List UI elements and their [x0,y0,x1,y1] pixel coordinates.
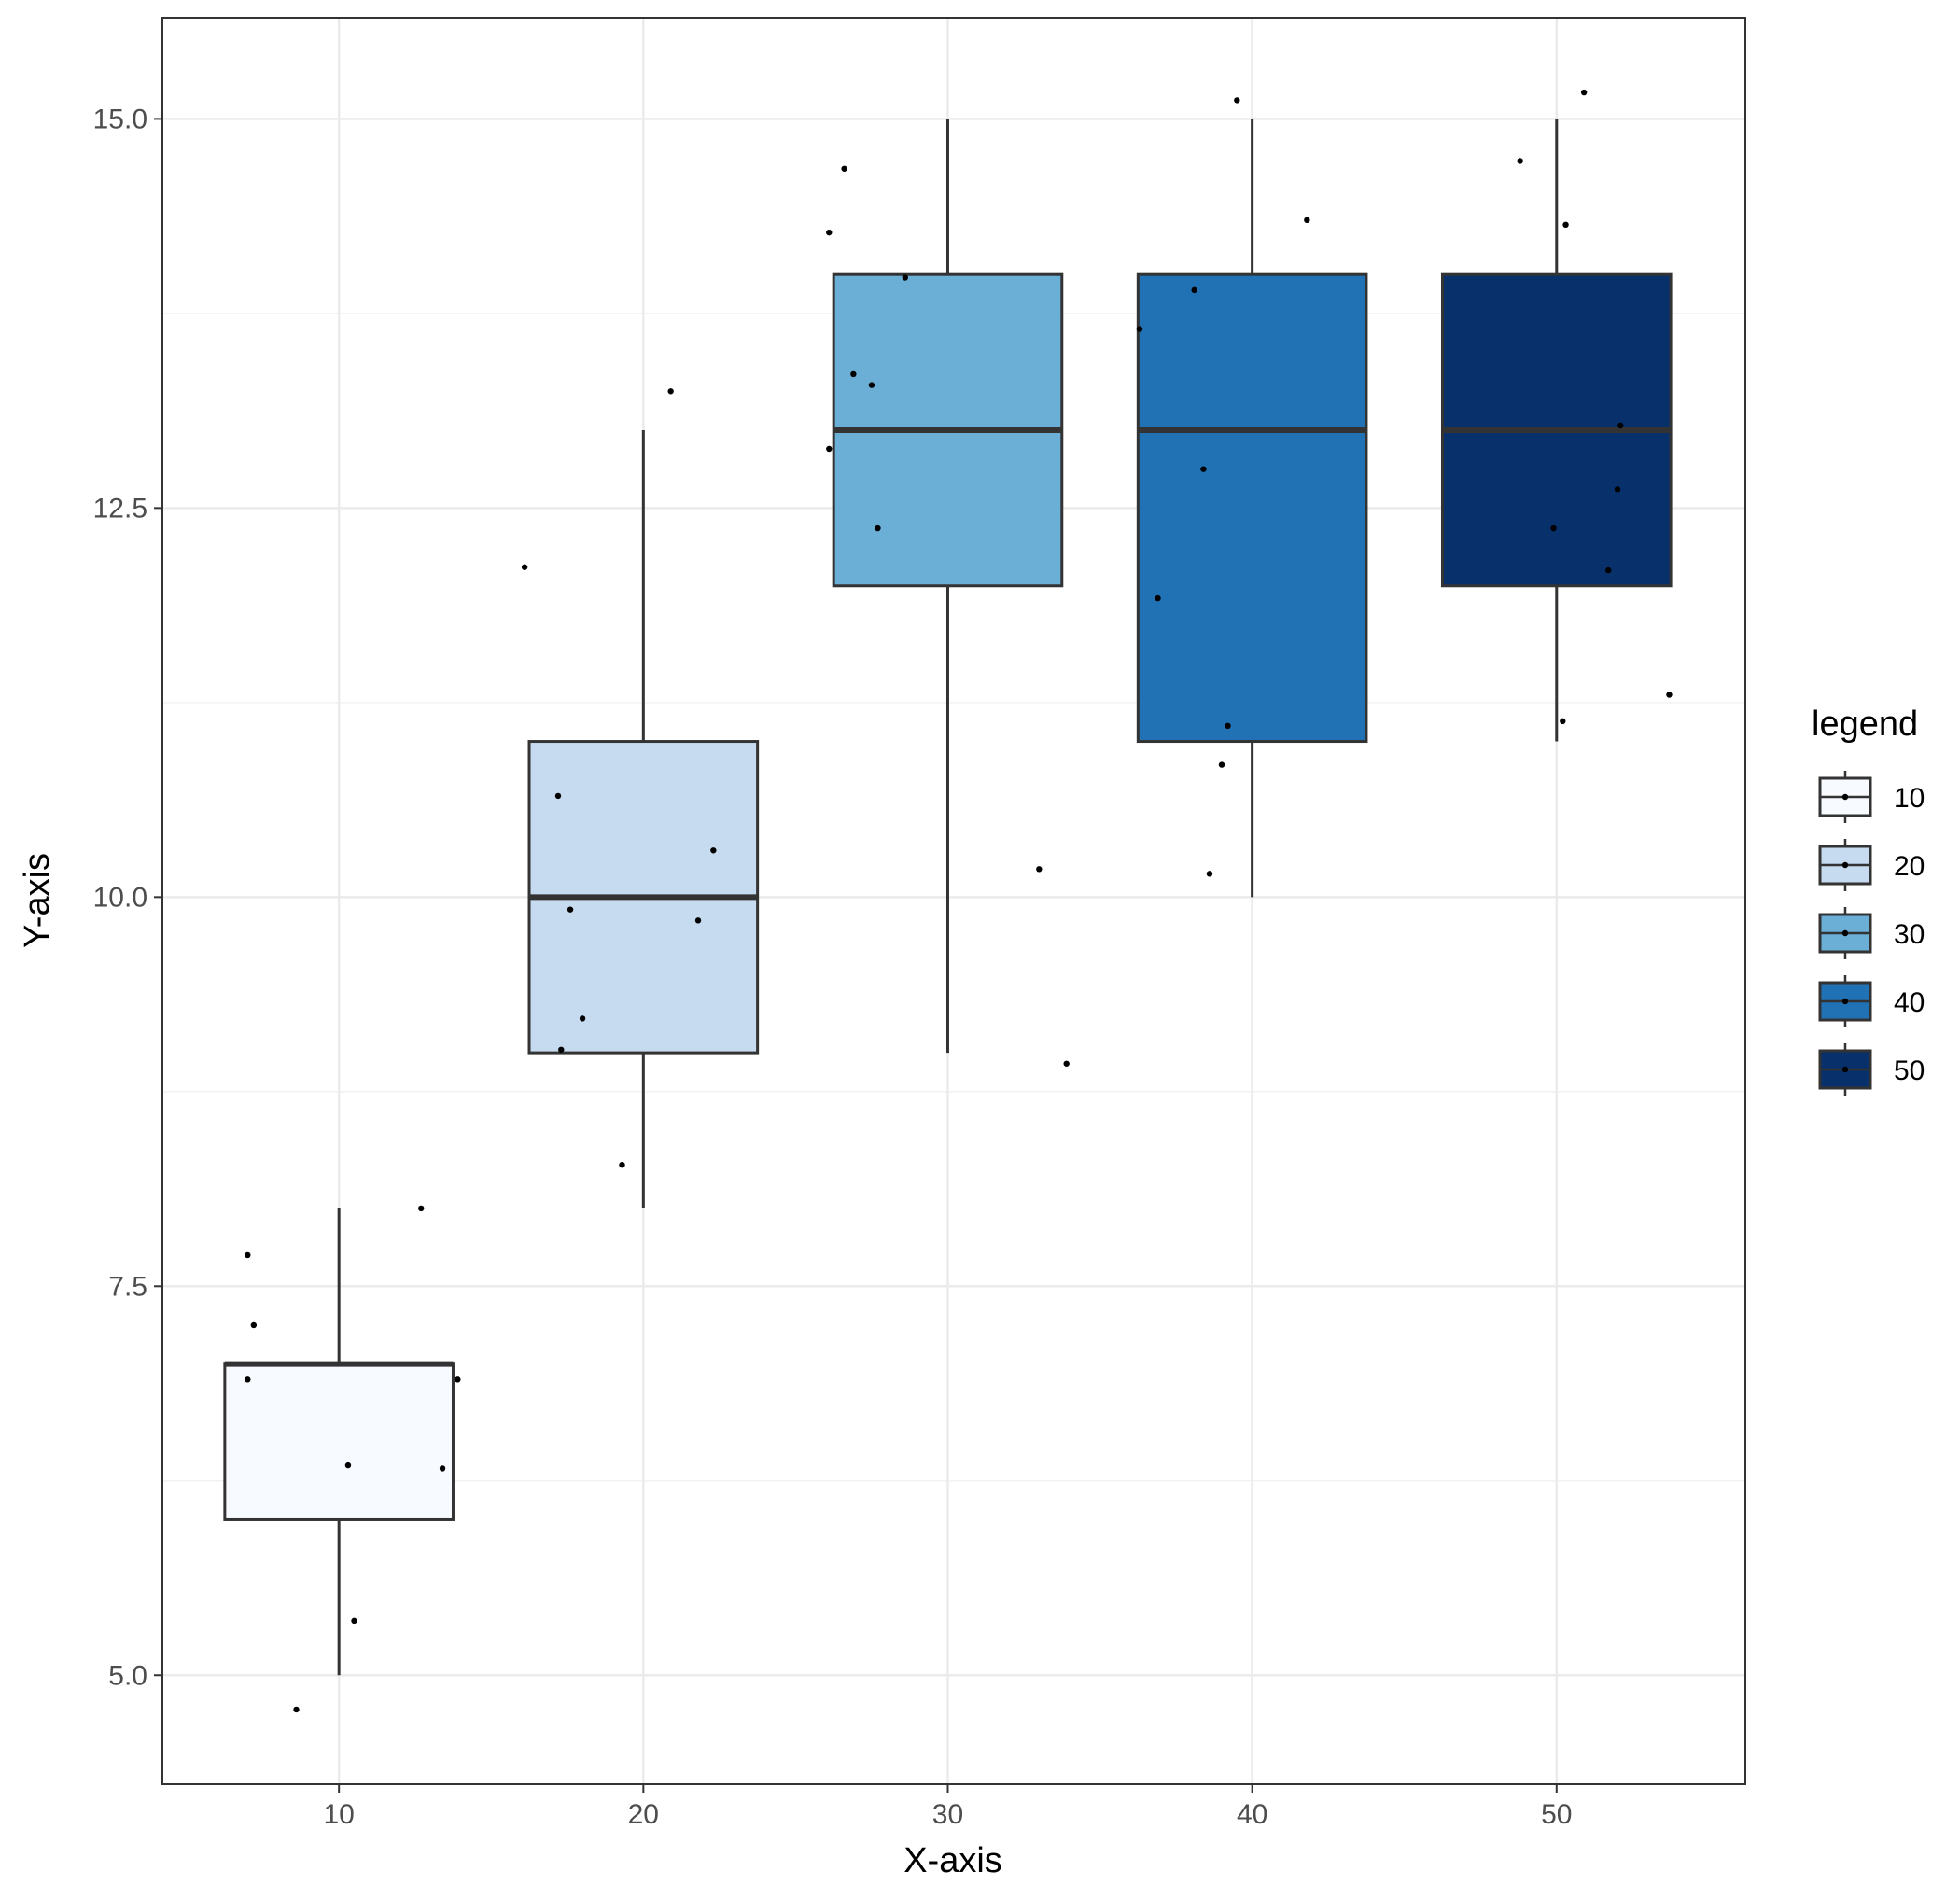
y-tick-label: 15.0 [93,104,147,134]
legend: legend 10 20 30 40 50 [1812,705,1925,1096]
axes: 5.0 7.5 10.0 12.5 15.0 10 20 30 40 50 [93,104,1573,1830]
data-point [455,1376,461,1383]
data-point [1614,486,1621,493]
legend-key-point [1841,861,1849,869]
boxes [223,119,1673,1676]
data-point [351,1617,357,1625]
data-point [710,847,717,854]
data-point [619,1161,625,1168]
y-tick-label: 5.0 [108,1660,147,1691]
data-point [1605,566,1612,574]
y-tick-label: 7.5 [108,1271,147,1302]
x-tick-label: 50 [1541,1799,1572,1830]
data-point [902,274,909,281]
legend-key-point [1841,1066,1849,1073]
data-point [293,1706,300,1713]
y-axis-title: Y-axis [18,853,57,948]
y-tick-label: 10.0 [93,882,147,913]
data-point [694,917,702,924]
legend-key-point [1841,793,1849,801]
data-point [1234,97,1240,104]
legend-key-point [1841,929,1849,937]
legend-title: legend [1812,705,1918,744]
data-point [1155,594,1161,602]
x-axis-title: X-axis [903,1841,1002,1880]
data-point [1225,722,1231,730]
legend-key-point [1841,998,1849,1005]
data-point [521,564,528,570]
legend-label: 50 [1894,1055,1925,1086]
data-point [826,229,833,236]
data-point [667,388,674,395]
data-point [1136,326,1143,332]
x-tick-label: 20 [628,1799,659,1830]
data-point [826,445,833,453]
data-point [868,382,875,388]
box-10 [223,1362,455,1521]
data-point [418,1205,425,1212]
data-point [579,1015,586,1022]
y-tick-label: 12.5 [93,493,147,524]
data-point [850,370,857,378]
data-point [1036,866,1043,873]
data-point [1562,221,1569,229]
data-point [1580,89,1588,96]
data-point [554,792,562,800]
data-point [1200,466,1207,472]
legend-label: 30 [1894,919,1925,950]
legend-label: 10 [1894,783,1925,814]
data-point [1304,217,1310,224]
data-point [250,1321,258,1329]
box-40 [1136,272,1368,744]
data-point [841,165,847,172]
x-tick-label: 10 [323,1799,354,1830]
data-point [567,906,574,913]
data-point [245,1376,251,1383]
data-point [1617,422,1624,429]
jitter-points [245,89,1673,1713]
x-tick-label: 30 [932,1799,963,1830]
data-point [1206,871,1213,877]
data-point [1218,761,1225,768]
data-point [439,1465,446,1472]
data-point [1666,692,1673,698]
legend-label: 20 [1894,851,1925,882]
data-point [1517,158,1523,164]
data-point [1560,718,1566,725]
data-point [245,1251,251,1259]
x-tick-label: 40 [1237,1799,1267,1830]
data-point [1550,524,1557,532]
panel-border [161,17,1746,1785]
data-point [875,524,881,532]
data-point [1191,286,1197,294]
legend-label: 40 [1894,987,1925,1018]
data-point [1063,1060,1070,1067]
data-point [558,1046,565,1053]
data-point [344,1461,352,1469]
